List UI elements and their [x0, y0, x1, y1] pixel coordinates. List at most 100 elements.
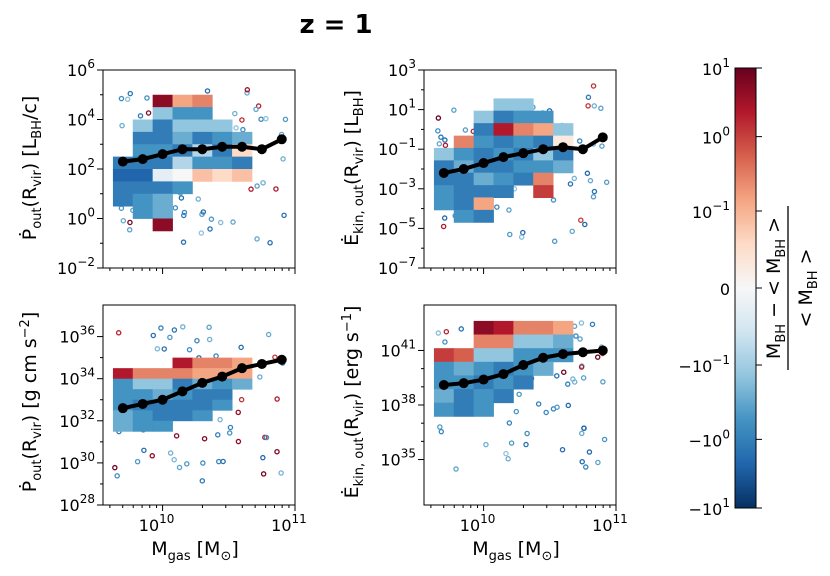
- scatter-point: [577, 336, 583, 342]
- heatmap-cell: [453, 185, 475, 199]
- scatter-point: [120, 217, 127, 224]
- svg-text:< MBH >: < MBH >: [795, 248, 821, 327]
- heatmap-cell: [172, 119, 193, 133]
- scatter-point: [150, 332, 157, 339]
- panel-bottom-left: 1028 1030 1032 1034 1036 1010 1011: [59, 304, 307, 535]
- heatmap-cell: [112, 181, 134, 195]
- heatmap-cell: [513, 123, 534, 137]
- heatmap-cell: [112, 368, 134, 380]
- heatmap-cell: [192, 368, 213, 380]
- scatter-point: [281, 212, 287, 219]
- scatter-point: [265, 331, 272, 338]
- heatmap-cell: [152, 378, 173, 390]
- scatter-point: [239, 117, 245, 123]
- scatter-point: [257, 374, 263, 380]
- colorbar-tick-label: −101: [689, 496, 730, 519]
- heatmap-cell: [433, 361, 455, 376]
- x-tick-label: 1011: [271, 512, 307, 535]
- heatmap-cell: [473, 135, 494, 149]
- median-point: [217, 371, 228, 382]
- heatmap-cell: [212, 378, 233, 390]
- x-tick-label: 1010: [460, 512, 496, 535]
- median-point: [256, 144, 267, 155]
- scatter-point: [595, 459, 601, 466]
- scatter-point: [195, 196, 202, 202]
- heatmap-cell: [152, 156, 173, 170]
- scatter-point: [267, 240, 273, 246]
- scatter-point: [145, 110, 152, 116]
- scatter-point: [590, 194, 597, 200]
- scatter-point: [579, 458, 585, 465]
- heatmap-cell: [152, 181, 173, 195]
- scatter-point: [451, 107, 457, 113]
- heatmap-cell: [533, 361, 554, 376]
- scatter-point: [518, 234, 525, 240]
- scatter-point: [436, 141, 443, 147]
- scatter-point: [200, 209, 207, 215]
- scatter-point: [564, 381, 571, 387]
- median-point: [276, 354, 287, 365]
- colorbar-label: MBH − < MBH > < MBH >: [763, 206, 821, 370]
- scatter-point: [208, 216, 215, 222]
- heatmap-cell: [132, 119, 154, 133]
- heatmap-cell: [172, 357, 193, 369]
- y-tick-label: 1032: [59, 408, 95, 431]
- scatter-point: [144, 95, 150, 101]
- heatmap-cell: [232, 357, 253, 369]
- median-point: [577, 347, 588, 358]
- heatmap-cell: [473, 389, 494, 404]
- heatmap-cell: [192, 399, 213, 411]
- median-point: [438, 380, 449, 390]
- heatmap-cell: [433, 389, 455, 404]
- scatter-point: [181, 212, 187, 219]
- colorbar-tick-label: −10−1: [679, 353, 730, 376]
- scatter-point: [119, 122, 125, 129]
- scatter-point: [115, 330, 122, 336]
- heatmap-cell: [473, 348, 494, 363]
- median-point: [597, 345, 608, 356]
- heatmap-cell: [433, 172, 455, 186]
- median-point: [237, 141, 248, 152]
- heatmap-cell: [232, 156, 253, 170]
- heatmap-cell: [513, 334, 534, 349]
- heatmap-cell: [232, 169, 253, 182]
- scatter-point: [230, 219, 236, 225]
- heatmap-cell: [132, 206, 154, 219]
- heatmap-cell: [232, 378, 253, 390]
- scatter-point: [554, 373, 560, 379]
- heatmap-cell: [453, 389, 475, 404]
- median-point: [137, 154, 148, 165]
- heatmap-cell: [112, 410, 134, 422]
- scatter-point: [560, 369, 567, 375]
- scatter-point: [141, 447, 147, 454]
- colorbar-tick-label: −100: [689, 427, 730, 450]
- scatter-point: [217, 416, 223, 423]
- heatmap-cell: [473, 209, 494, 223]
- scatter-point: [594, 354, 601, 360]
- median-point: [518, 360, 529, 370]
- heatmap-cell: [172, 410, 193, 422]
- scatter-point: [274, 396, 280, 402]
- scatter-point: [278, 470, 284, 476]
- scatter-point: [253, 106, 259, 113]
- median-point: [197, 144, 208, 155]
- scatter-point: [516, 391, 522, 398]
- heatmap-cell: [473, 147, 494, 161]
- scatter-point: [483, 441, 489, 448]
- scatter-point: [215, 432, 221, 438]
- heatmap-cell: [152, 193, 173, 207]
- colorbar-tick-label: 10−1: [692, 199, 730, 222]
- heatmap-cell: [493, 135, 514, 149]
- scatter-point: [584, 170, 591, 177]
- scatter-point: [149, 453, 156, 459]
- scatter-point: [235, 438, 242, 445]
- heatmap-cell: [453, 135, 475, 149]
- y-tick-label: 1028: [59, 492, 95, 515]
- scatter-point: [591, 188, 598, 195]
- scatter-point: [578, 320, 585, 326]
- heatmap-cell: [473, 172, 494, 186]
- scatter-point: [578, 364, 585, 370]
- median-point: [478, 158, 489, 169]
- heatmap-cell: [473, 361, 494, 376]
- heatmap-cell: [453, 361, 475, 376]
